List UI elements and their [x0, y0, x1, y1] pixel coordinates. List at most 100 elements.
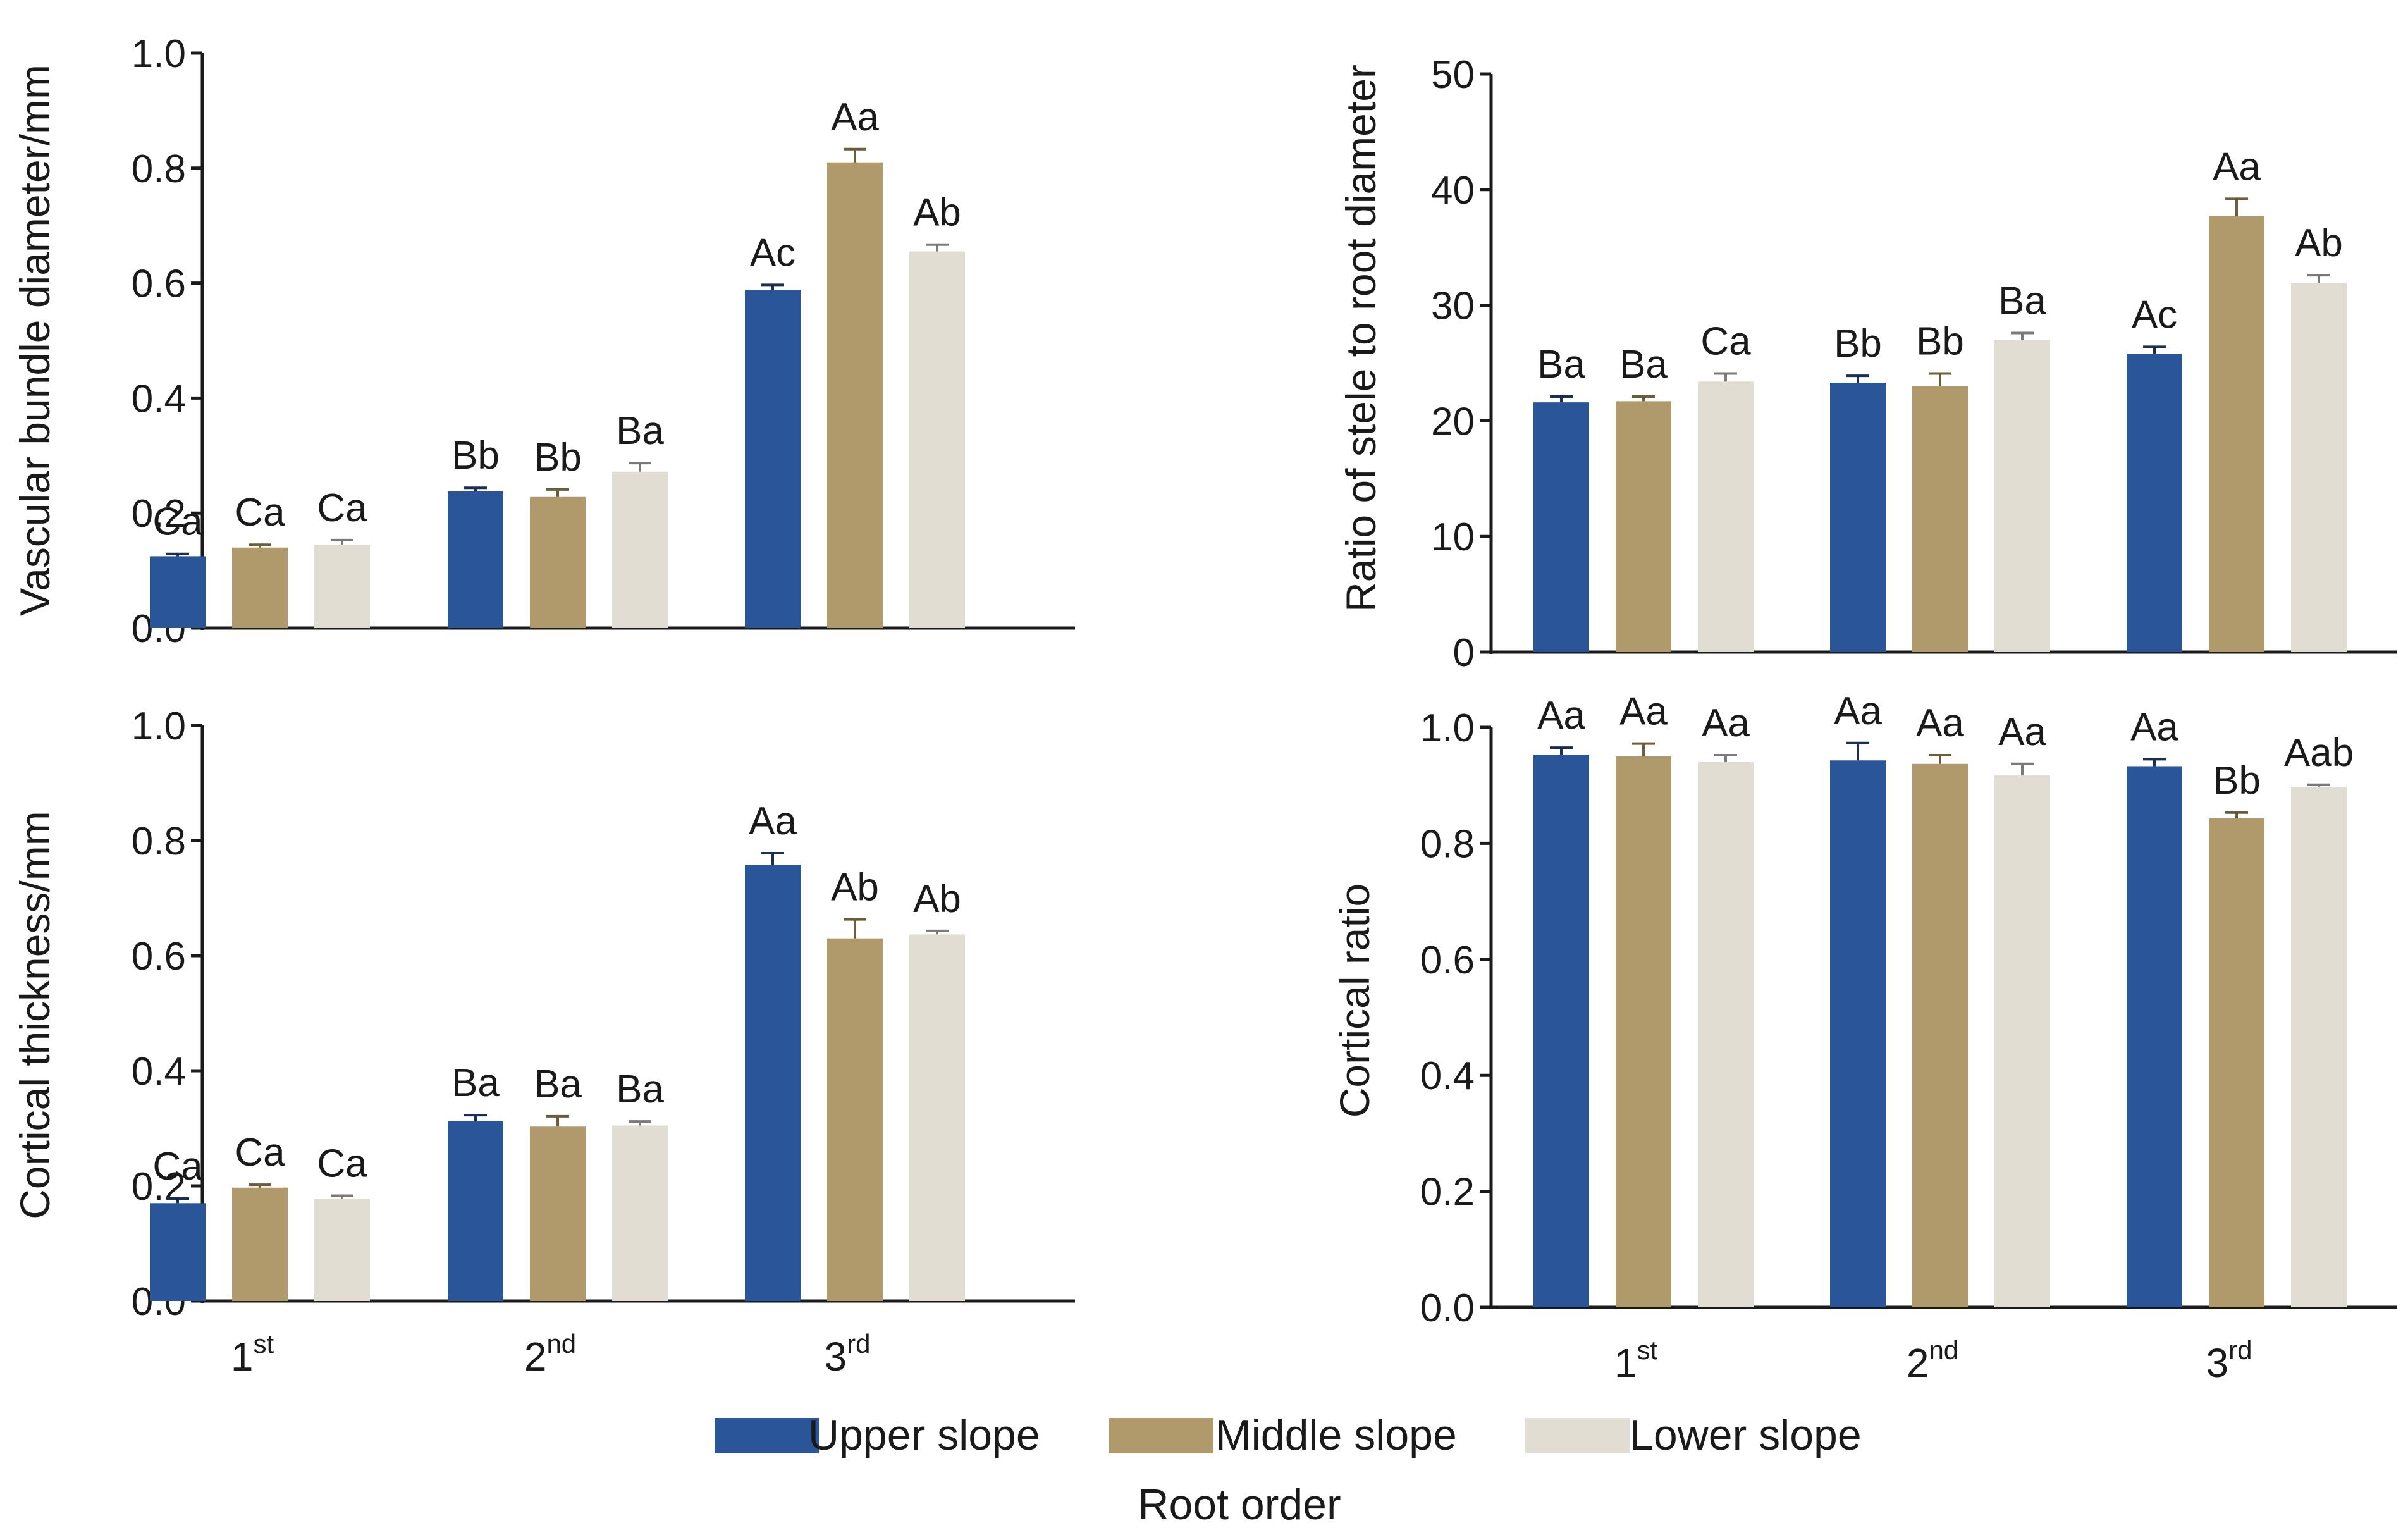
bar-lower-3: [909, 934, 965, 1301]
y-tick-label: 0.6: [132, 935, 186, 978]
significance-label: Aa: [749, 799, 797, 843]
bar-middle-2: [1912, 763, 1968, 1307]
significance-label: Ac: [2132, 293, 2177, 336]
significance-label: Bb: [1916, 319, 1964, 363]
x-category-label: 3rd: [2206, 1335, 2252, 1386]
significance-label: Bb: [1834, 322, 1882, 366]
x-category-label: 1st: [1614, 1335, 1658, 1386]
legend-swatch-middle: [1109, 1418, 1213, 1453]
bar-lower-1: [314, 545, 370, 628]
x-category-label: 2nd: [1907, 1335, 1958, 1386]
y-tick-label: 30: [1431, 285, 1475, 328]
bar-upper-3: [2127, 766, 2182, 1307]
significance-label: Ab: [913, 877, 961, 921]
legend-swatch-upper: [715, 1418, 819, 1453]
chart-panel-stele: 0 10 20 30 40 50 Ratio of stele to root diamet…: [1337, 53, 2397, 675]
x-category-label: 2nd: [524, 1329, 576, 1379]
significance-label: Aa: [2213, 145, 2261, 188]
significance-label: Bb: [534, 436, 582, 479]
significance-label: Ba: [1537, 343, 1585, 386]
y-tick-label: 0.0: [1420, 1286, 1475, 1330]
y-tick-label: 0.4: [132, 1050, 186, 1094]
bar-middle-1: [232, 1187, 288, 1301]
bar-lower-3: [2291, 283, 2347, 652]
significance-label: Ba: [1998, 279, 2046, 323]
bar-upper-2: [1830, 760, 1886, 1307]
y-axis-title: Cortical thickness/mm: [11, 811, 58, 1219]
y-tick-label: 1.0: [1420, 706, 1475, 750]
y-tick-label: 0: [1453, 631, 1475, 675]
significance-label: Ba: [452, 1061, 500, 1105]
bar-upper-2: [448, 491, 503, 628]
y-tick-label: 0.2: [132, 492, 186, 536]
bar-middle-3: [2209, 818, 2264, 1307]
bar-lower-2: [612, 471, 668, 628]
y-tick-label: 0.8: [132, 820, 186, 863]
significance-label: Ca: [317, 1142, 367, 1185]
y-tick-label: 0.6: [1420, 939, 1475, 982]
significance-label: Ca: [1700, 319, 1751, 363]
bar-lower-1: [1698, 381, 1754, 652]
significance-label: Aab: [2284, 731, 2354, 775]
significance-label: Bb: [452, 434, 500, 478]
bar-middle-3: [827, 938, 883, 1301]
bar-middle-2: [530, 1126, 586, 1301]
bar-middle-3: [827, 162, 883, 629]
y-tick-label: 10: [1431, 515, 1475, 559]
bar-upper-1: [1533, 402, 1589, 652]
y-tick-label: 0.4: [1420, 1054, 1475, 1098]
legend: Upper slope Middle slope Lower slope: [715, 1411, 1862, 1459]
y-tick-label: 0.4: [132, 377, 186, 421]
significance-label: Aa: [1916, 701, 1964, 745]
significance-label: Aa: [831, 96, 879, 139]
significance-label: Ba: [534, 1063, 582, 1106]
bar-upper-3: [745, 865, 801, 1301]
y-axis-title: Cortical ratio: [1331, 884, 1378, 1118]
significance-label: Ab: [913, 191, 961, 235]
significance-label: Aa: [1619, 690, 1668, 734]
significance-label: Ac: [750, 231, 796, 274]
bar-middle-2: [1912, 386, 1968, 652]
bar-upper-3: [2127, 354, 2182, 652]
bar-lower-1: [314, 1199, 370, 1301]
significance-label: Ca: [317, 486, 367, 530]
bar-upper-2: [1830, 383, 1886, 652]
y-tick-label: 50: [1431, 53, 1475, 97]
bar-middle-1: [1616, 401, 1671, 652]
bar-lower-1: [1698, 762, 1754, 1307]
significance-label: Bb: [2213, 759, 2261, 803]
y-tick-label: 40: [1431, 169, 1475, 213]
y-tick-label: 0.8: [1420, 822, 1475, 866]
y-tick-label: 0.2: [1420, 1171, 1475, 1214]
significance-label: Ab: [2295, 221, 2343, 265]
y-tick-label: 0.6: [132, 262, 186, 306]
significance-label: Ba: [1619, 343, 1668, 386]
significance-label: Aa: [1702, 701, 1750, 745]
bar-upper-1: [1533, 755, 1589, 1307]
bar-upper-3: [745, 290, 801, 628]
legend-label-lower: Lower slope: [1630, 1411, 1862, 1459]
chart-panel-cortical_ratio: 0.0 0.2 0.4 0.6 0.8 1.0 Cortical ratio Aa Aa Aa Aa…: [1331, 689, 2397, 1386]
significance-label: Aa: [1998, 710, 2046, 754]
bar-middle-1: [232, 547, 288, 628]
significance-label: Ca: [235, 1131, 285, 1174]
bar-lower-2: [1994, 340, 2050, 652]
y-axis-title: Vascular bundle diameter/mm: [11, 65, 58, 616]
significance-label: Aa: [1537, 694, 1585, 737]
x-category-label: 1st: [231, 1329, 274, 1379]
y-tick-label: 1.0: [132, 32, 186, 76]
bar-lower-2: [612, 1125, 668, 1301]
significance-label: Ca: [152, 1145, 203, 1188]
significance-label: Ba: [616, 1068, 664, 1111]
x-category-label: 3rd: [825, 1329, 871, 1379]
significance-label: Ca: [152, 500, 203, 544]
y-axis-title: Ratio of stele to root diameter: [1337, 65, 1384, 612]
bar-lower-3: [909, 251, 965, 629]
bar-upper-1: [150, 556, 206, 628]
bar-middle-1: [1616, 756, 1671, 1307]
legend-label-upper: Upper slope: [808, 1411, 1040, 1459]
significance-label: Ca: [235, 491, 285, 534]
y-tick-label: 0.8: [132, 147, 186, 191]
